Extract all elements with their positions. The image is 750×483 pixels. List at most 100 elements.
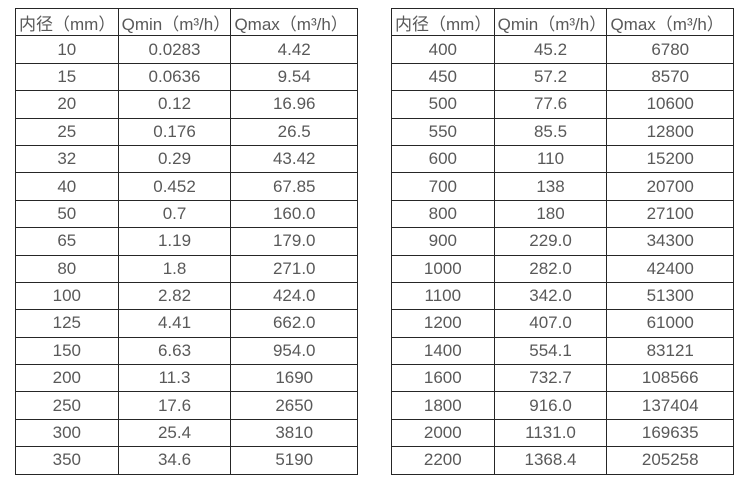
table-cell: 57.2 [493,62,608,92]
table-cell: 8570 [606,62,734,92]
table-cell: 554.1 [493,336,608,366]
table-cell: 5190 [230,446,358,475]
table-cell: 0.12 [117,90,232,119]
table-row: 800 180 27100 [391,199,734,229]
table-row: 125 4.41 662.0 [15,309,358,338]
table-cell: 1100 [391,281,495,311]
table-cell: 424.0 [230,281,358,311]
table-cell: 138 [493,172,608,201]
table-cell: 916.0 [493,391,608,420]
table-row: 20 0.12 16.96 [15,90,358,119]
table-cell: 1131.0 [493,418,608,448]
table-row: 600 110 15200 [391,144,734,174]
flow-spec-table-right: 内径（mm） Qmin（m³/h） Qmax（m³/h） 400 45.2 6780… [391,7,734,475]
table-cell: 3810 [230,418,358,448]
table-cell: 2000 [391,418,495,448]
table-cell: 17.6 [117,391,232,420]
table-cell: 205258 [606,446,734,475]
table-cell: 400 [391,35,495,64]
table-cell: 350 [15,446,119,475]
table-row: 1600 732.7 108566 [391,364,734,393]
table-cell: 1690 [230,364,358,393]
table-cell: 45.2 [493,35,608,64]
table-cell: 100 [15,281,119,311]
table-row: 1200 407.0 61000 [391,309,734,338]
table-cell: 32 [15,144,119,174]
column-header-qmax: Qmax（m³/h） [230,7,358,37]
table-cell: 900 [391,227,495,256]
table-cell: 0.0283 [117,35,232,64]
table-row: 80 1.8 271.0 [15,254,358,283]
table-cell: 61000 [606,309,734,338]
table-cell: 15200 [606,144,734,174]
table-cell: 200 [15,364,119,393]
table-row: 15 0.0636 9.54 [15,62,358,92]
table-row: 200 11.3 1690 [15,364,358,393]
table-cell: 9.54 [230,62,358,92]
table-cell: 150 [15,336,119,366]
table-cell: 1400 [391,336,495,366]
column-header-diameter: 内径（mm） [391,7,495,37]
table-cell: 1000 [391,254,495,283]
table-row: 10 0.0283 4.42 [15,35,358,64]
table-cell: 0.452 [117,172,232,201]
table-cell: 16.96 [230,90,358,119]
table-cell: 25 [15,117,119,146]
table-cell: 6.63 [117,336,232,366]
table-cell: 954.0 [230,336,358,366]
table-cell: 26.5 [230,117,358,146]
table-cell: 34300 [606,227,734,256]
table-cell: 11.3 [117,364,232,393]
table-row: 250 17.6 2650 [15,391,358,420]
table-cell: 1368.4 [493,446,608,475]
table-cell: 0.0636 [117,62,232,92]
table-row: 700 138 20700 [391,172,734,201]
table-cell: 80 [15,254,119,283]
table-row: 1400 554.1 83121 [391,336,734,366]
table-cell: 1600 [391,364,495,393]
table-cell: 77.6 [493,90,608,119]
table-cell: 450 [391,62,495,92]
table-cell: 2200 [391,446,495,475]
column-header-qmin: Qmin（m³/h） [117,7,232,37]
table-cell: 10 [15,35,119,64]
table-cell: 0.7 [117,199,232,229]
table-cell: 407.0 [493,309,608,338]
table-row: 1000 282.0 42400 [391,254,734,283]
table-row: 450 57.2 8570 [391,62,734,92]
table-cell: 137404 [606,391,734,420]
table-cell: 342.0 [493,281,608,311]
table-cell: 42400 [606,254,734,283]
column-header-qmax: Qmax（m³/h） [606,7,734,37]
table-row: 300 25.4 3810 [15,418,358,448]
table-header-row: 内径（mm） Qmin（m³/h） Qmax（m³/h） [15,7,358,37]
table-cell: 25.4 [117,418,232,448]
table-cell: 1.8 [117,254,232,283]
table-body-left: 10 0.0283 4.42 15 0.0636 9.54 20 0.12 16.96 25 0.1… [15,35,358,475]
table-cell: 179.0 [230,227,358,256]
table-cell: 12800 [606,117,734,146]
table-row: 350 34.6 5190 [15,446,358,475]
table-row: 50 0.7 160.0 [15,199,358,229]
table-cell: 1200 [391,309,495,338]
table-cell: 4.42 [230,35,358,64]
table-cell: 85.5 [493,117,608,146]
table-cell: 1800 [391,391,495,420]
table-cell: 300 [15,418,119,448]
table-cell: 40 [15,172,119,201]
table-cell: 67.85 [230,172,358,201]
table-row: 2000 1131.0 169635 [391,418,734,448]
table-cell: 20 [15,90,119,119]
table-row: 550 85.5 12800 [391,117,734,146]
table-cell: 83121 [606,336,734,366]
table-cell: 229.0 [493,227,608,256]
table-row: 100 2.82 424.0 [15,281,358,311]
table-cell: 1.19 [117,227,232,256]
table-cell: 2.82 [117,281,232,311]
table-cell: 10600 [606,90,734,119]
table-cell: 34.6 [117,446,232,475]
table-row: 1100 342.0 51300 [391,281,734,311]
table-row: 150 6.63 954.0 [15,336,358,366]
table-row: 25 0.176 26.5 [15,117,358,146]
column-header-qmin: Qmin（m³/h） [493,7,608,37]
